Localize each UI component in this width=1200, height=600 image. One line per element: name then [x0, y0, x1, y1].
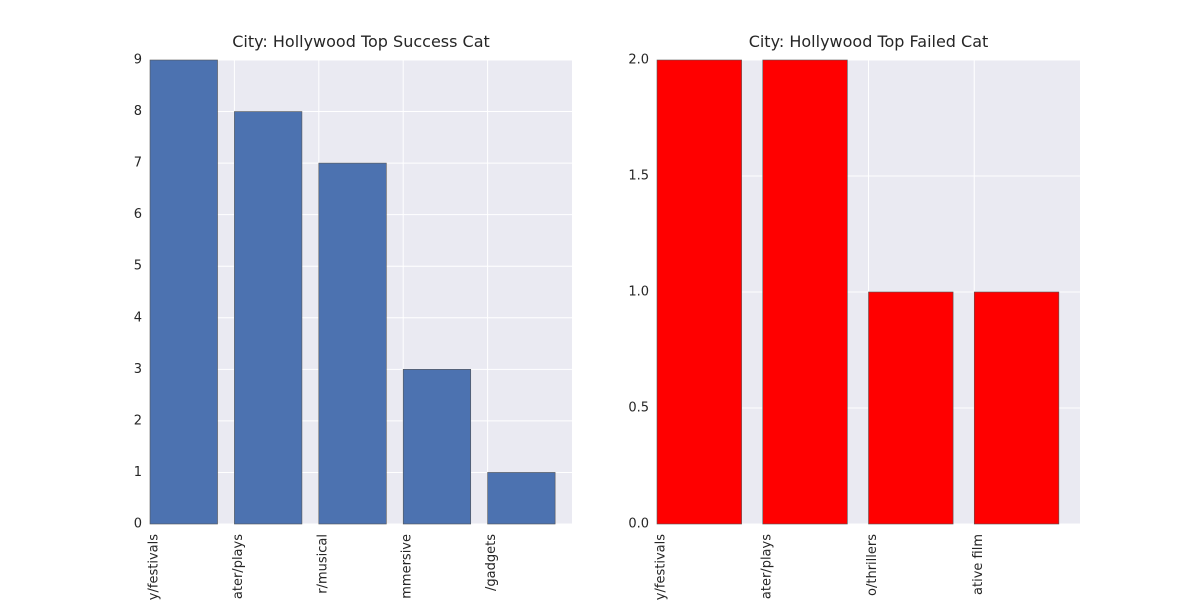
x-tick-label: r/musical: [315, 534, 330, 594]
y-tick-label: 1: [134, 465, 142, 480]
bar: [656, 59, 742, 525]
bar: [487, 472, 556, 525]
x-tick-label: ater/plays: [759, 534, 774, 599]
x-tick-label: y/festivals: [654, 534, 669, 600]
x-tick-label: ater/plays: [231, 534, 246, 599]
x-tick-label: /gadgets: [484, 534, 499, 591]
y-tick-label: 5: [134, 259, 142, 274]
x-tick-label: o/thrillers: [865, 534, 880, 596]
y-tick-label: 2: [134, 413, 142, 428]
y-tick-label: 8: [134, 104, 142, 119]
x-tick-label: mmersive: [400, 534, 415, 599]
x-tick-label: ative film: [971, 534, 986, 595]
bar: [149, 59, 218, 525]
bar: [234, 111, 303, 525]
bar: [868, 291, 954, 525]
y-tick-label: 6: [134, 207, 142, 222]
y-tick-label: 7: [134, 156, 142, 171]
bar: [762, 59, 848, 525]
chart-title: City: Hollywood Top Success Cat: [232, 32, 490, 51]
y-tick-label: 0.5: [628, 401, 649, 416]
y-tick-label: 2.0: [628, 53, 649, 68]
y-tick-label: 0: [134, 517, 142, 532]
y-tick-label: 4: [134, 310, 142, 325]
y-tick-label: 9: [134, 53, 142, 68]
bar: [973, 291, 1060, 525]
y-tick-label: 3: [134, 362, 142, 377]
y-tick-label: 1.5: [628, 169, 649, 184]
bar: [402, 369, 472, 525]
x-tick-label: y/festivals: [147, 534, 162, 600]
chart-title: City: Hollywood Top Failed Cat: [749, 32, 989, 51]
y-tick-label: 1.0: [628, 285, 649, 300]
bar: [318, 162, 387, 525]
y-tick-label: 0.0: [628, 517, 649, 532]
